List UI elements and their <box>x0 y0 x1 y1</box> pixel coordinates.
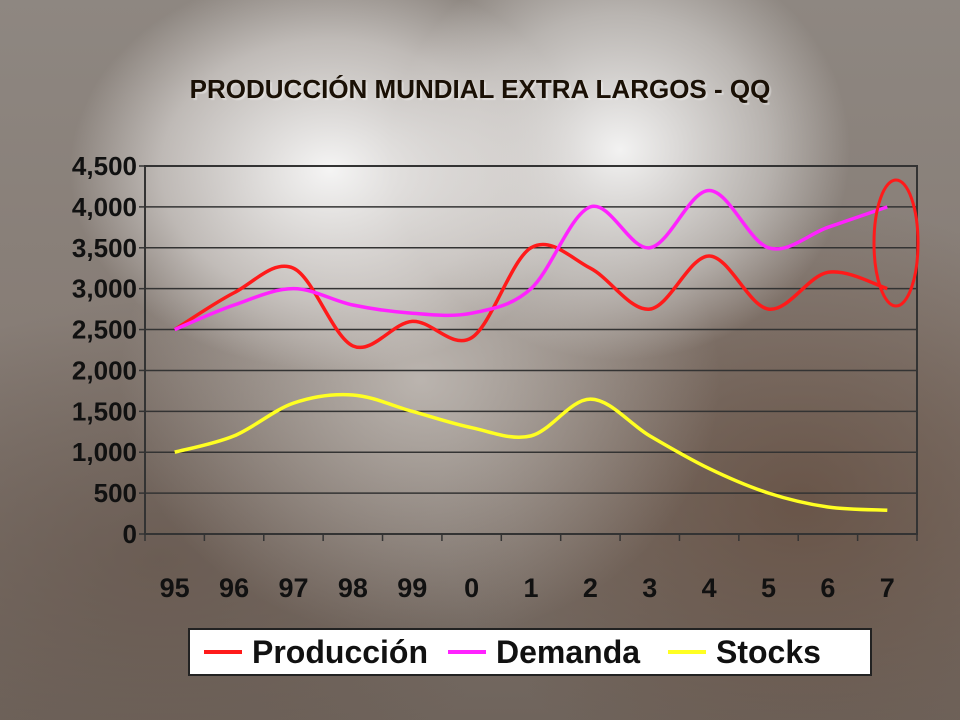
legend-item-stocks: Stocks <box>668 630 821 674</box>
x-tick-label: 97 <box>278 573 308 603</box>
legend-label-stocks: Stocks <box>716 633 821 670</box>
y-tick-label: 3,000 <box>72 274 137 304</box>
chart-title: PRODUCCIÓN MUNDIAL EXTRA LARGOS - QQ <box>189 74 771 104</box>
legend-swatch-produccion <box>204 650 242 654</box>
x-tick-label: 0 <box>464 573 479 603</box>
y-tick-label: 2,000 <box>72 355 137 385</box>
highlight-ellipse <box>872 178 920 308</box>
legend: Producción Demanda Stocks <box>188 628 872 676</box>
x-tick-label: 3 <box>642 573 657 603</box>
x-tick-label: 6 <box>820 573 835 603</box>
x-tick-label: 96 <box>219 573 249 603</box>
y-tick-label: 4,500 <box>72 151 137 181</box>
y-tick-label: 500 <box>94 478 137 508</box>
x-tick-label: 98 <box>338 573 368 603</box>
series-line-stocks <box>174 392 888 513</box>
y-tick-label: 1,000 <box>72 437 137 467</box>
legend-item-produccion: Producción <box>204 630 428 674</box>
y-tick-label: 1,500 <box>72 396 137 426</box>
y-tick-label: 3,500 <box>72 233 137 263</box>
legend-label-demanda: Demanda <box>496 633 641 670</box>
legend-label-produccion: Producción <box>252 633 429 670</box>
y-tick-label: 2,500 <box>72 315 137 345</box>
x-tick-label: 99 <box>397 573 427 603</box>
x-tick-label: 1 <box>523 573 538 603</box>
series-line-produccion <box>173 242 888 350</box>
x-tick-label: 5 <box>761 573 776 603</box>
x-tick-label: 95 <box>160 573 190 603</box>
y-tick-label: 4,000 <box>72 192 137 222</box>
x-tick-label: 4 <box>702 573 717 603</box>
x-tick-label: 2 <box>583 573 598 603</box>
series-line-demanda <box>174 188 888 332</box>
y-tick-label: 0 <box>123 519 137 549</box>
plot-area <box>144 165 918 535</box>
legend-item-demanda: Demanda <box>448 630 640 674</box>
x-tick-label: 7 <box>880 573 895 603</box>
legend-swatch-demanda <box>448 650 486 654</box>
legend-swatch-stocks <box>668 650 706 654</box>
